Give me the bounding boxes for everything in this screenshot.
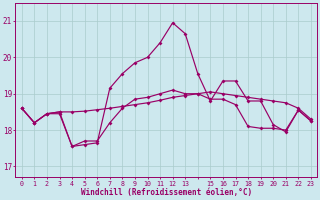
X-axis label: Windchill (Refroidissement éolien,°C): Windchill (Refroidissement éolien,°C) bbox=[81, 188, 252, 197]
